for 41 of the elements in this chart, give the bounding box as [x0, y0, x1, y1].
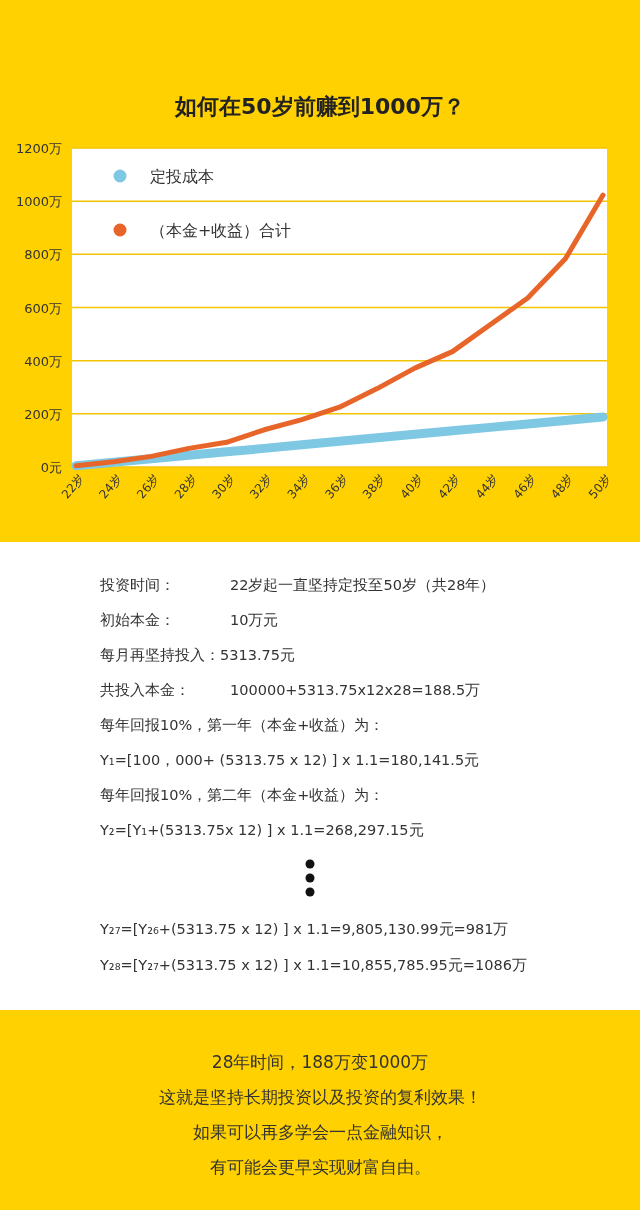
x-tick-label: 38岁 — [359, 471, 389, 502]
text: 这就是坚持长期投资以及投资的复利效果！ — [158, 1087, 482, 1107]
x-tick-label: 36岁 — [322, 471, 351, 502]
y-tick-label: 400万 — [24, 353, 62, 369]
text: 22岁起一直坚持定投至50岁（共28年） — [230, 577, 496, 593]
x-tick-label: 28岁 — [171, 471, 200, 502]
x-tick-label: 30岁 — [209, 471, 238, 502]
text: 如果可以再多学会一点金融知识， — [192, 1122, 448, 1142]
x-tick-label: 34岁 — [284, 471, 313, 502]
chart-title: 如何在50岁前赚到1000万？ — [174, 94, 465, 119]
y-tick-label: 1000万 — [15, 194, 62, 210]
x-tick-label: 48岁 — [548, 471, 577, 502]
text: Y₂₈=[Y₂₇+(5313.75 x 12) ] x 1.1=10,855,785.95元=1086万 — [99, 957, 527, 973]
text: 每年回报10%，第二年（本金+收益）为： — [100, 787, 385, 803]
text: Y₁=[100，000+ (5313.75 x 12) ] x 1.1=180,141.5元 — [99, 752, 480, 768]
x-tick-label: 24岁 — [96, 471, 125, 502]
y-tick-label: 200万 — [24, 406, 62, 422]
x-tick-label: 50岁 — [585, 471, 615, 502]
text: Y₂=[Y₁+(5313.75x 12) ] x 1.1=268,297.15元 — [99, 822, 424, 838]
x-tick-label: 32岁 — [247, 471, 276, 502]
text: 每年回报10%，第一年（本金+收益）为： — [100, 717, 385, 733]
x-tick-label: 26岁 — [134, 471, 163, 502]
text: 100000+5313.75x12x28=188.5万 — [230, 682, 481, 698]
text: 10万元 — [230, 612, 279, 628]
legend-label: 定投成本 — [150, 167, 214, 186]
text: 初始本金： — [100, 612, 175, 628]
y-tick-label: 800万 — [24, 247, 62, 263]
text: 28年时间，188万变1000万 — [211, 1052, 429, 1072]
y-tick-label: 1200万 — [15, 141, 62, 156]
text: 有可能会更早实现财富自由。 — [209, 1157, 431, 1177]
x-tick-label: 46岁 — [510, 471, 539, 502]
x-tick-label: 42岁 — [435, 471, 464, 502]
y-tick-label: 0元 — [40, 460, 62, 475]
text: Y₂₇=[Y₂₆+(5313.75 x 12) ] x 1.1=9,805,130.99元=981万 — [99, 921, 509, 937]
y-tick-label: 600万 — [24, 300, 62, 316]
text: 投资时间： — [99, 577, 175, 593]
text: 共投入本金： — [100, 682, 190, 698]
x-tick-label: 40岁 — [397, 471, 426, 502]
text: 每月再坚持投入：5313.75元 — [100, 647, 295, 663]
legend-label: （本金+收益）合计 — [150, 221, 292, 240]
x-tick-label: 44岁 — [472, 471, 502, 502]
